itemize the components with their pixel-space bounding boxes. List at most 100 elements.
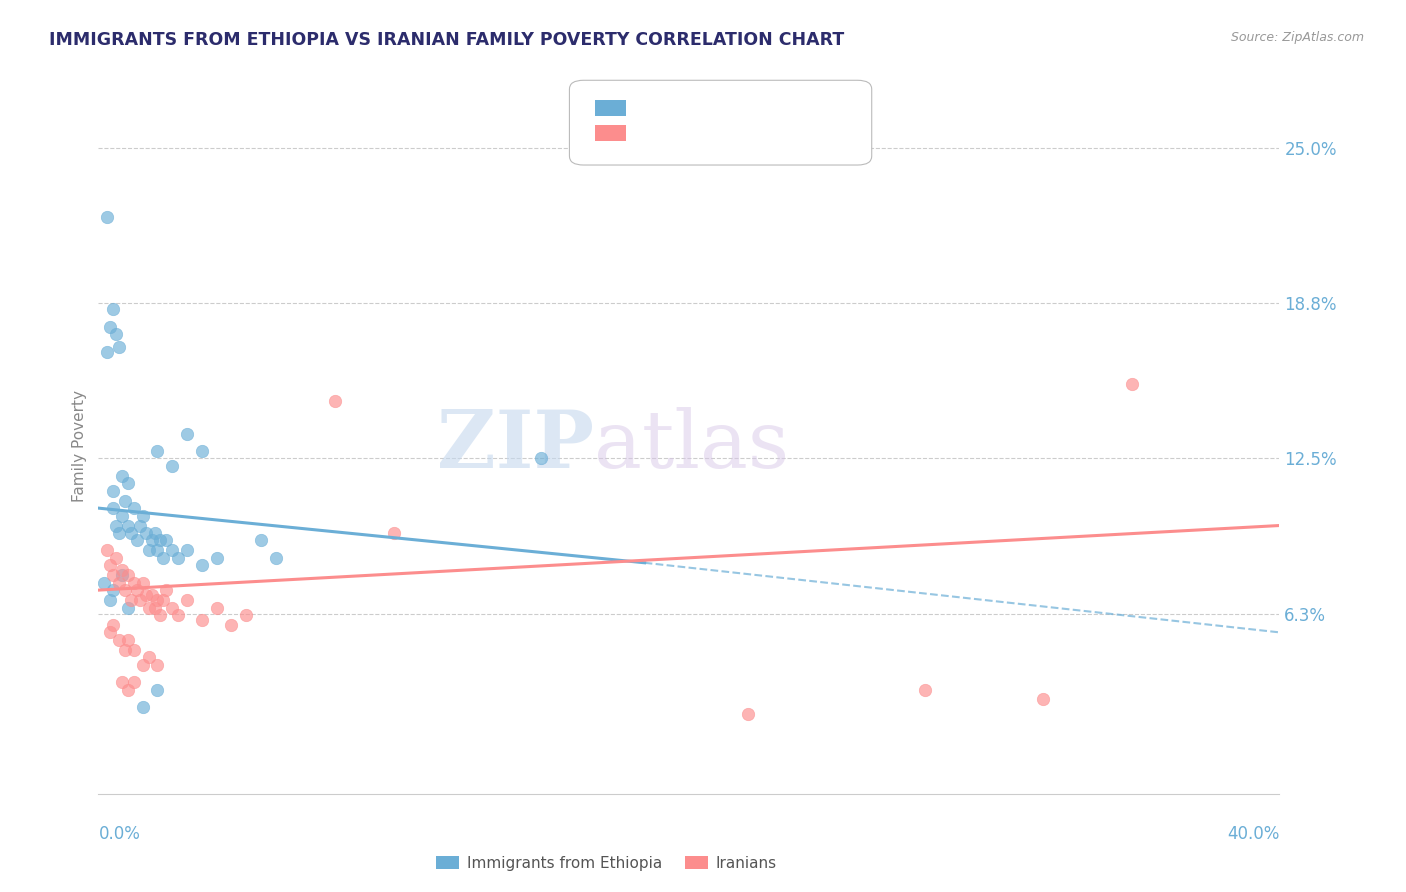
Point <box>143 600 166 615</box>
Point <box>108 632 131 647</box>
Point <box>111 675 134 690</box>
Point <box>155 583 177 598</box>
Point <box>122 675 145 690</box>
Point <box>146 657 169 672</box>
Point <box>98 558 121 573</box>
Y-axis label: Family Poverty: Family Poverty <box>72 390 87 502</box>
Point <box>135 588 157 602</box>
Point <box>108 575 131 590</box>
Point <box>146 682 169 697</box>
Point <box>382 526 405 541</box>
Point <box>108 526 131 541</box>
Point <box>111 563 134 577</box>
Point <box>93 575 115 590</box>
Point <box>120 593 142 607</box>
Point <box>1121 376 1143 391</box>
Point <box>1032 692 1054 706</box>
Point <box>914 682 936 697</box>
Point <box>103 568 125 582</box>
Point <box>103 483 125 498</box>
Point <box>135 526 157 541</box>
Text: R =  0.241: R = 0.241 <box>633 126 725 140</box>
Point <box>96 211 118 225</box>
Point <box>141 588 163 602</box>
Point <box>152 550 174 565</box>
Text: IMMIGRANTS FROM ETHIOPIA VS IRANIAN FAMILY POVERTY CORRELATION CHART: IMMIGRANTS FROM ETHIOPIA VS IRANIAN FAMI… <box>49 31 845 49</box>
Point <box>105 550 128 565</box>
Point <box>120 526 142 541</box>
Point <box>323 394 346 409</box>
Text: atlas: atlas <box>595 407 790 485</box>
Point <box>152 593 174 607</box>
Point <box>117 600 139 615</box>
Point <box>167 550 190 565</box>
Point <box>191 558 214 573</box>
Point <box>114 583 136 598</box>
Point <box>103 501 125 516</box>
Point <box>146 444 169 458</box>
Point <box>96 344 118 359</box>
Point <box>122 501 145 516</box>
Point <box>122 642 145 657</box>
Point <box>219 618 242 632</box>
Point <box>111 568 134 582</box>
Legend: Immigrants from Ethiopia, Iranians: Immigrants from Ethiopia, Iranians <box>430 849 783 877</box>
Point <box>98 593 121 607</box>
Point <box>98 319 121 334</box>
Point <box>235 607 257 622</box>
Point <box>122 575 145 590</box>
Point <box>205 600 228 615</box>
Point <box>205 550 228 565</box>
Point <box>111 468 134 483</box>
Point <box>149 607 172 622</box>
Point <box>117 476 139 491</box>
Point <box>162 543 183 558</box>
Point <box>146 593 169 607</box>
Text: R = -0.219: R = -0.219 <box>633 101 727 115</box>
Point <box>141 533 163 548</box>
Point <box>132 508 155 523</box>
Text: ZIP: ZIP <box>437 407 595 485</box>
Point <box>138 650 160 665</box>
Point <box>117 632 139 647</box>
Point <box>103 302 125 317</box>
Point <box>108 340 131 354</box>
Point <box>98 625 121 640</box>
Point <box>105 518 128 533</box>
Point <box>114 642 136 657</box>
Point <box>167 607 190 622</box>
Text: N = 47: N = 47 <box>766 101 827 115</box>
Point <box>132 699 155 714</box>
Point <box>264 550 287 565</box>
Point <box>162 600 183 615</box>
Point <box>111 508 134 523</box>
Point <box>191 444 214 458</box>
Point <box>162 458 183 473</box>
Point <box>737 707 759 722</box>
Point <box>138 600 160 615</box>
Point <box>117 568 139 582</box>
Point <box>530 451 553 466</box>
Point <box>117 518 139 533</box>
Text: 0.0%: 0.0% <box>98 825 141 843</box>
Point <box>250 533 273 548</box>
Point <box>117 682 139 697</box>
Point <box>103 583 125 598</box>
Point <box>128 593 150 607</box>
Point <box>132 575 155 590</box>
Point <box>128 518 150 533</box>
Point <box>176 543 198 558</box>
Point <box>114 493 136 508</box>
Point <box>125 583 148 598</box>
Point <box>105 327 128 342</box>
Point <box>155 533 177 548</box>
Point <box>125 533 148 548</box>
Point <box>176 426 198 441</box>
Point <box>143 526 166 541</box>
Point <box>96 543 118 558</box>
Text: Source: ZipAtlas.com: Source: ZipAtlas.com <box>1230 31 1364 45</box>
Text: N = 46: N = 46 <box>766 126 827 140</box>
Point <box>149 533 172 548</box>
Text: 40.0%: 40.0% <box>1227 825 1279 843</box>
Point <box>103 618 125 632</box>
